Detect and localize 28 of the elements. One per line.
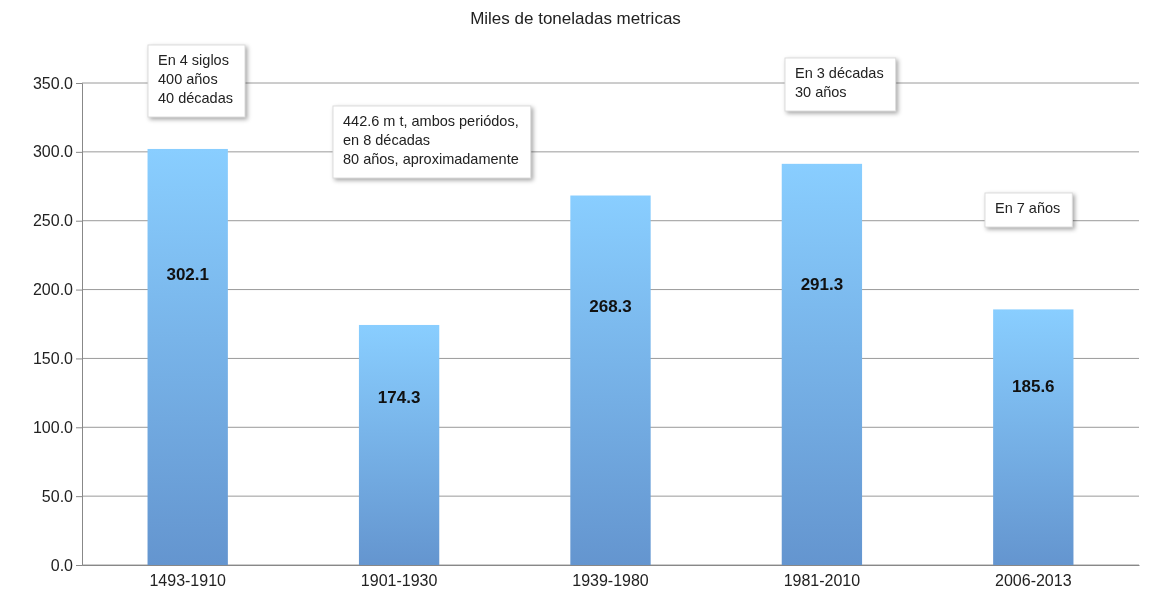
x-tick-label: 1981-2010 <box>783 571 861 589</box>
y-tick-label: 150.0 <box>32 350 74 368</box>
y-tick-label: 50.0 <box>41 487 74 505</box>
data-label: 185.6 <box>1012 377 1055 397</box>
annotation: En 3 décadas 30 años <box>795 65 884 100</box>
bar <box>358 324 440 565</box>
annotation: 442.6 m t, ambos periódos, en 8 décadas 80 años, aproximadamente <box>343 113 519 167</box>
y-tick-label: 250.0 <box>32 212 74 230</box>
chart-title: Miles de toneladas metricas <box>470 9 681 28</box>
y-tick-label: 350.0 <box>32 74 74 92</box>
annotation: En 4 siglos 400 años 40 décadas <box>158 52 233 106</box>
bar <box>570 195 651 565</box>
y-tick-label: 100.0 <box>32 418 74 436</box>
data-label: 291.3 <box>800 275 844 295</box>
data-label: 174.3 <box>377 387 421 407</box>
y-tick-label: 300.0 <box>32 143 74 161</box>
x-tick-label: 1901-1930 <box>360 571 438 589</box>
annotation: En 7 años <box>995 200 1061 216</box>
data-label: 302.1 <box>166 264 209 284</box>
y-tick-label: 200.0 <box>32 281 74 299</box>
x-tick-label: 1493-1910 <box>149 571 227 589</box>
y-tick-label: 0.0 <box>50 556 74 574</box>
data-label: 268.3 <box>589 297 632 317</box>
bar <box>781 163 863 565</box>
x-tick-label: 1939-1980 <box>572 571 649 589</box>
bar <box>993 309 1074 565</box>
bar <box>147 148 228 565</box>
x-tick-label: 2006-2013 <box>995 571 1072 589</box>
